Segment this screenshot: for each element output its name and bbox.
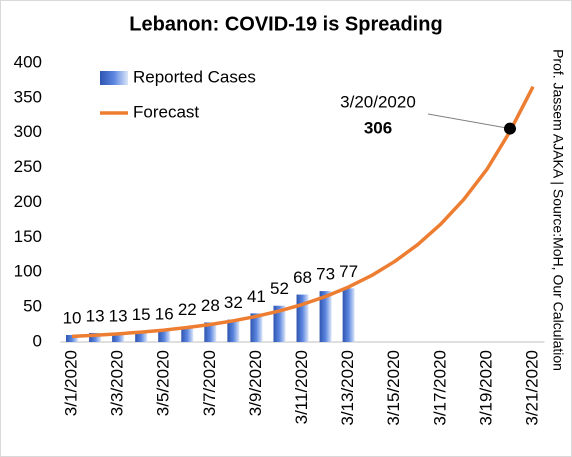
bar (89, 332, 102, 342)
data-label: 13 (86, 306, 105, 325)
data-label: 16 (155, 304, 174, 323)
x-tick-label: 3/1/2020 (62, 350, 81, 416)
data-label: 41 (247, 287, 266, 306)
x-tick-label: 3/11/2020 (292, 350, 311, 424)
data-label: 28 (201, 296, 220, 315)
chart-title: Lebanon: COVID-19 is Spreading (129, 13, 442, 35)
bar (158, 330, 171, 342)
bar (273, 305, 286, 342)
y-tick-label: 50 (23, 297, 42, 316)
x-tick-label: 3/15/2020 (384, 350, 403, 426)
source-note: Prof. Jassem AJAKA | Source:MoH, Our Cal… (550, 49, 566, 371)
y-tick-label: 250 (14, 157, 42, 176)
bar (227, 319, 240, 342)
forecast-line (71, 85, 535, 339)
bar (204, 322, 217, 342)
x-tick-label: 3/21/2020 (523, 350, 542, 426)
bar (181, 326, 194, 342)
y-tick-label: 0 (33, 331, 42, 350)
x-tick-label: 3/19/2020 (476, 350, 495, 426)
data-label: 77 (339, 262, 358, 281)
y-tick-label: 100 (14, 262, 42, 281)
annotation-value: 306 (364, 118, 392, 137)
x-tick-label: 3/9/2020 (246, 350, 265, 416)
bar (250, 313, 263, 342)
data-label: 52 (270, 279, 289, 298)
y-tick-label: 150 (14, 227, 42, 246)
legend-label: Forecast (133, 102, 199, 121)
data-label: 73 (316, 265, 335, 284)
bar (112, 332, 125, 342)
data-label: 22 (178, 300, 197, 319)
data-label: 15 (132, 305, 151, 324)
annotation-leader (427, 113, 511, 130)
bar (319, 291, 332, 342)
x-tick-label: 3/7/2020 (200, 350, 219, 416)
annotation-point (503, 122, 516, 135)
bar (342, 288, 355, 342)
legend-label: Reported Cases (133, 67, 256, 86)
bar (135, 331, 148, 342)
annotation-date: 3/20/2020 (340, 92, 416, 111)
data-label: 13 (109, 306, 128, 325)
y-tick-label: 200 (14, 192, 42, 211)
legend-swatch (100, 71, 128, 85)
bar (66, 335, 79, 342)
x-tick-label: 3/3/2020 (108, 350, 127, 416)
y-tick-label: 300 (14, 122, 42, 141)
data-label: 68 (293, 268, 312, 287)
data-label: 32 (224, 293, 243, 312)
x-tick-label: 3/5/2020 (154, 350, 173, 416)
y-tick-label: 350 (14, 87, 42, 106)
y-tick-label: 400 (14, 52, 42, 71)
x-tick-label: 3/13/2020 (338, 350, 357, 426)
data-label: 10 (63, 309, 82, 328)
x-tick-label: 3/17/2020 (430, 350, 449, 426)
